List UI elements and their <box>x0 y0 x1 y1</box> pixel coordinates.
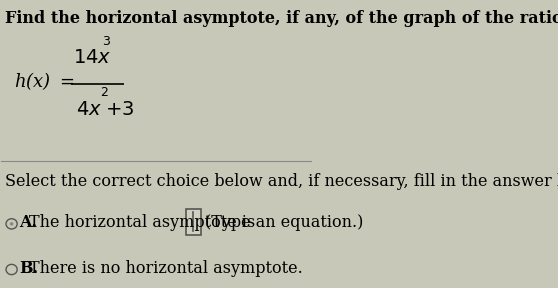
Text: $2$: $2$ <box>100 86 108 99</box>
Text: $3$: $3$ <box>102 35 111 48</box>
Text: The horizontal asymptote is: The horizontal asymptote is <box>29 214 256 231</box>
FancyBboxPatch shape <box>186 209 200 235</box>
Text: $14x$: $14x$ <box>73 50 111 67</box>
Text: A.: A. <box>19 214 37 231</box>
Text: Find the horizontal asymptote, if any, of the graph of the rational function.: Find the horizontal asymptote, if any, o… <box>6 10 558 27</box>
Text: Select the correct choice below and, if necessary, fill in the answer box to com: Select the correct choice below and, if … <box>6 173 558 190</box>
Text: $4x$: $4x$ <box>76 101 102 119</box>
Text: (Type an equation.): (Type an equation.) <box>205 214 364 231</box>
Circle shape <box>9 222 13 226</box>
Text: $+3$: $+3$ <box>105 101 134 119</box>
Text: h(x) $=$: h(x) $=$ <box>14 70 74 92</box>
Text: There is no horizontal asymptote.: There is no horizontal asymptote. <box>29 259 303 276</box>
Text: B.: B. <box>19 259 38 276</box>
